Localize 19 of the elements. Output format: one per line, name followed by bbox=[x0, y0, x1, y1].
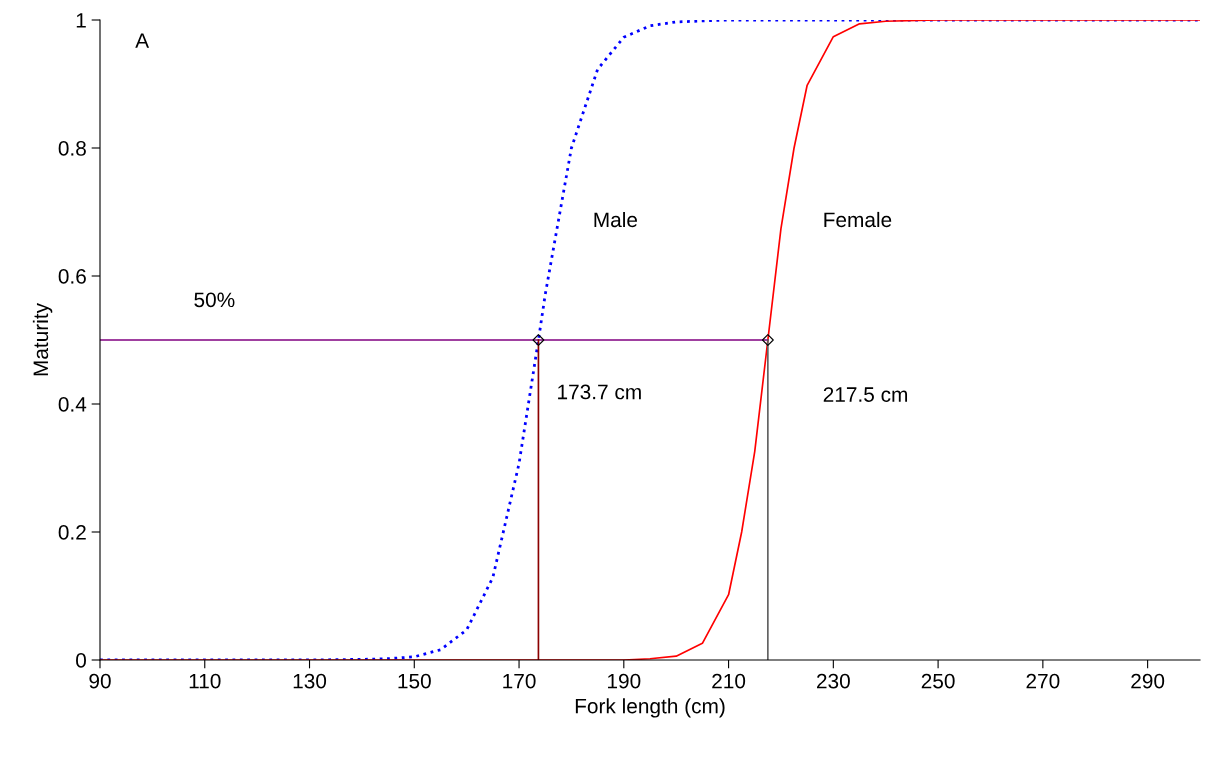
y-tick-label: 0.2 bbox=[58, 525, 86, 540]
x-tick-label: 110 bbox=[189, 673, 221, 689]
x-tick-label: 150 bbox=[398, 673, 431, 689]
y-tick-label: 0.8 bbox=[58, 141, 86, 156]
x-tick-label: 230 bbox=[817, 673, 850, 689]
y-tick-label: 0.6 bbox=[58, 269, 86, 284]
x-tick-label: 90 bbox=[89, 673, 111, 689]
y-axis-title: Maturity bbox=[32, 302, 53, 376]
x-tick-label: 130 bbox=[293, 673, 327, 689]
x-tick-label: 290 bbox=[1131, 673, 1165, 689]
x-tick-label: 270 bbox=[1026, 673, 1060, 689]
y-tick-label: 0 bbox=[76, 653, 86, 668]
x-tick-label: 170 bbox=[503, 673, 536, 689]
y-tick-label: 0.4 bbox=[58, 397, 87, 412]
x-tick-label: 250 bbox=[921, 673, 955, 689]
x-tick-label: 210 bbox=[712, 673, 746, 689]
y-tick-label: 1 bbox=[76, 13, 86, 28]
x-axis-title: Fork length (cm) bbox=[575, 698, 725, 718]
x-tick-label: 190 bbox=[608, 673, 641, 689]
